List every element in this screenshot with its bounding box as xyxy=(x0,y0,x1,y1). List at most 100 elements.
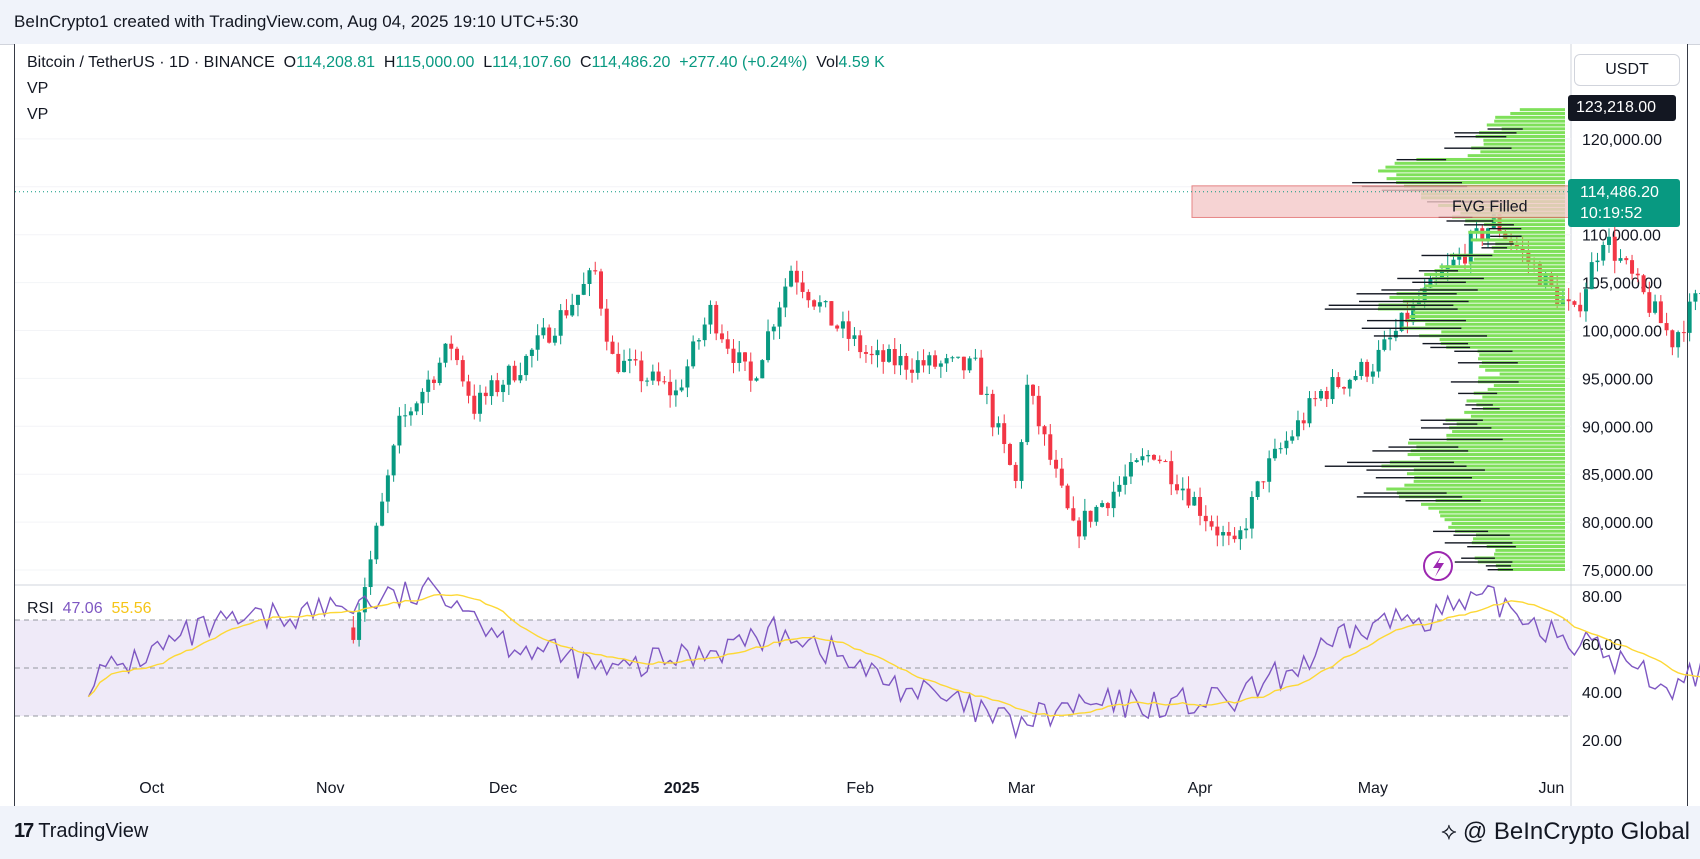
volume-profile-bar xyxy=(1495,564,1565,568)
candle-body xyxy=(1071,508,1076,521)
candle-body xyxy=(1031,384,1035,396)
candle-body xyxy=(967,358,972,371)
candle-body xyxy=(524,355,529,376)
volume-profile-bar xyxy=(1424,284,1565,288)
candle-body xyxy=(766,331,771,361)
candle-body xyxy=(1180,488,1185,491)
volume-profile-bar xyxy=(1439,265,1565,269)
candle-body xyxy=(368,559,373,588)
rsi-tick-label: 20.00 xyxy=(1582,733,1622,750)
candle-body xyxy=(1411,303,1416,323)
volume-profile-bar xyxy=(1413,479,1565,483)
candle-body xyxy=(1687,301,1692,333)
symbol-name[interactable]: Bitcoin / TetherUS · 1D · BINANCE xyxy=(27,54,275,71)
candle-body xyxy=(1221,532,1226,536)
volume-profile-delta xyxy=(1363,492,1447,494)
candle-body xyxy=(1048,434,1053,460)
volume-profile-bar xyxy=(1445,418,1565,422)
volume-profile-bar xyxy=(1483,138,1565,142)
vp-indicator-1[interactable]: VP xyxy=(27,80,49,97)
candle-body xyxy=(1007,444,1012,465)
candle-body xyxy=(1353,376,1358,380)
bottom-bar xyxy=(0,806,1700,859)
candle-body xyxy=(1601,244,1606,261)
candle-body xyxy=(1059,468,1064,486)
tradingview-logo[interactable]: 17 TradingView xyxy=(14,820,148,843)
price-tick-label: 80,000.00 xyxy=(1582,515,1653,532)
candle-body xyxy=(990,393,995,428)
volume-profile-bar xyxy=(1474,556,1565,560)
volume-profile-delta xyxy=(1356,496,1463,498)
candle-body xyxy=(1635,273,1640,276)
volume-profile-bar xyxy=(1421,502,1565,506)
volume-profile-delta xyxy=(1458,392,1498,395)
vp-indicator-2[interactable]: VP xyxy=(27,106,49,123)
candle-body xyxy=(760,360,765,379)
volume-profile-bar xyxy=(1434,269,1565,273)
volume-profile-delta xyxy=(1405,500,1481,502)
candle-body xyxy=(495,380,500,393)
candle-body xyxy=(1514,244,1519,248)
volume-profile-bar xyxy=(1407,453,1565,457)
candle-body xyxy=(426,379,431,392)
volume-profile-delta xyxy=(1464,224,1514,226)
volume-profile-bar xyxy=(1471,146,1565,150)
candle-body xyxy=(1002,423,1007,445)
price-tick-label: 85,000.00 xyxy=(1582,467,1653,484)
candle-body xyxy=(1249,496,1254,529)
candle-body xyxy=(460,360,465,382)
candle-body xyxy=(846,321,851,339)
volume-profile-bar xyxy=(1479,364,1565,368)
candle-body xyxy=(351,627,356,640)
candle-body xyxy=(944,358,949,364)
volume-profile-bar xyxy=(1452,430,1565,434)
volume-profile-delta xyxy=(1418,270,1459,272)
volume-profile-delta xyxy=(1420,419,1483,421)
x-tick-label: Jun xyxy=(1539,780,1565,797)
volume-profile-bar xyxy=(1473,391,1565,395)
candle-body xyxy=(1209,521,1214,527)
candle-body xyxy=(1612,236,1617,261)
candle-body xyxy=(558,310,563,336)
candle-body xyxy=(1653,301,1658,313)
candle-body xyxy=(437,362,442,384)
volume-profile-bar xyxy=(1499,372,1565,376)
candle-body xyxy=(408,411,413,416)
volume-profile-delta xyxy=(1372,450,1469,452)
candle-body xyxy=(1451,259,1456,266)
candle-body xyxy=(1295,420,1300,437)
volume-profile-delta xyxy=(1467,546,1516,548)
candle-body xyxy=(812,300,817,307)
candle-body xyxy=(420,391,425,404)
volume-profile-delta xyxy=(1409,438,1503,441)
low-value: 114,107.60 xyxy=(492,54,572,71)
candle-body xyxy=(455,348,459,361)
volume-profile-delta xyxy=(1471,408,1500,410)
volume-profile-bar xyxy=(1477,560,1565,564)
candle-body xyxy=(794,270,799,283)
fvg-zone xyxy=(1191,185,1573,218)
candle-body xyxy=(610,341,615,354)
volume-profile-delta xyxy=(1430,346,1471,349)
rsi-legend[interactable]: RSI 47.06 55.56 xyxy=(27,600,152,618)
candle-body xyxy=(1290,436,1295,441)
low-label: L xyxy=(483,54,493,71)
volume-profile-bar xyxy=(1478,357,1565,361)
currency-selector[interactable]: USDT xyxy=(1574,54,1680,86)
candle-body xyxy=(1278,448,1283,450)
high-price-tag: 123,218.00 xyxy=(1568,95,1676,121)
volume-profile-bar xyxy=(1486,123,1565,127)
volume-profile-bar xyxy=(1389,295,1565,299)
candle-body xyxy=(754,378,759,381)
candle-body xyxy=(1025,384,1030,443)
price-tick-label: 95,000.00 xyxy=(1582,371,1653,388)
volume-profile-bar xyxy=(1482,395,1565,399)
volume-profile-bar xyxy=(1446,433,1565,437)
candle-body xyxy=(599,271,603,309)
candle-body xyxy=(1359,361,1364,377)
volume-profile-delta xyxy=(1361,327,1462,329)
volume-profile-bar xyxy=(1402,299,1565,303)
volume-profile-bar xyxy=(1386,177,1565,181)
candle-body xyxy=(627,359,632,361)
